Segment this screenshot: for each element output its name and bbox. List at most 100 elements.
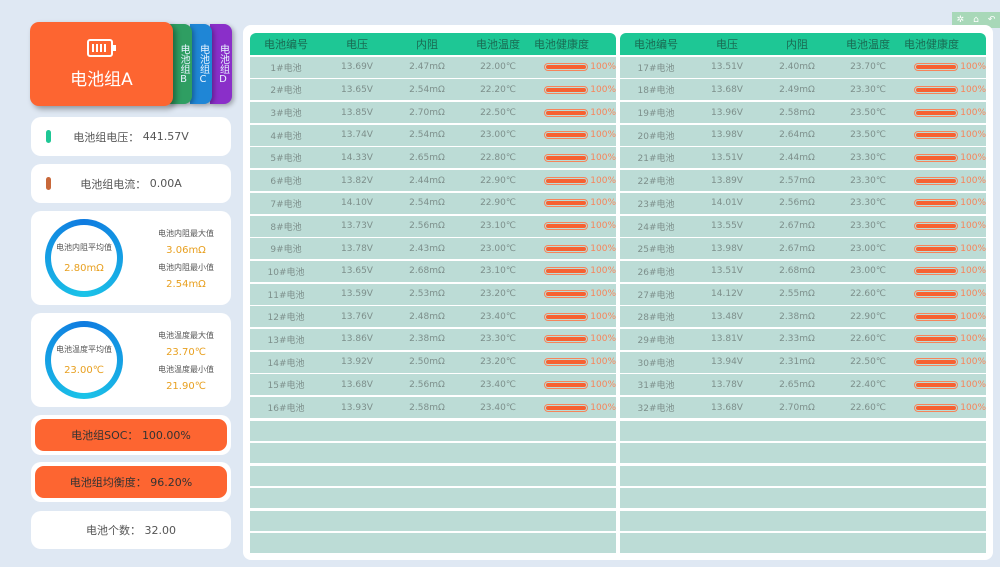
- table-row[interactable]: 5#电池 14.33V 2.65mΩ 22.80℃ 100%: [250, 147, 616, 169]
- table-cell: 14.33V: [341, 152, 373, 163]
- health-percent: 100%: [960, 62, 986, 73]
- table-row[interactable]: 25#电池 13.98V 2.67mΩ 23.00℃ 100%: [620, 238, 986, 260]
- table-cell: 20#电池: [637, 131, 675, 142]
- health-cell: 100%: [904, 266, 986, 276]
- table-row[interactable]: 12#电池 13.76V 2.48mΩ 23.40℃ 100%: [250, 306, 616, 328]
- table-row[interactable]: 6#电池 13.82V 2.44mΩ 22.90℃ 100%: [250, 170, 616, 192]
- back-icon[interactable]: ↶: [987, 15, 996, 25]
- health-bar-fill: [546, 382, 587, 387]
- table-cell: 13.76V: [341, 311, 373, 322]
- table-row[interactable]: 19#电池 13.96V 2.58mΩ 23.50℃ 100%: [620, 102, 986, 124]
- battery-group-tabs: 电池组D 电池组C 电池组B 电池组A: [30, 22, 235, 107]
- health-percent: 100%: [960, 84, 986, 95]
- table-row[interactable]: 8#电池 13.73V 2.56mΩ 23.10℃ 100%: [250, 215, 616, 237]
- empty-row: [250, 420, 616, 441]
- table-row[interactable]: 28#电池 13.48V 2.38mΩ 22.90℃ 100%: [620, 306, 986, 328]
- health-bar: [544, 63, 589, 72]
- health-cell: 100%: [534, 130, 616, 140]
- health-bar-fill: [546, 178, 587, 183]
- table-cell: 23.50℃: [850, 130, 886, 141]
- table-cell: 2.64mΩ: [779, 130, 815, 141]
- table-row[interactable]: 9#电池 13.78V 2.43mΩ 23.00℃ 100%: [250, 238, 616, 260]
- table-row[interactable]: 2#电池 13.65V 2.54mΩ 22.20℃ 100%: [250, 79, 616, 101]
- health-bar: [914, 380, 959, 389]
- soc-value: 100.00%: [141, 428, 191, 442]
- resistance-avg-ring: 电池内阻平均值 2.80mΩ: [45, 219, 123, 297]
- table-row[interactable]: 22#电池 13.89V 2.57mΩ 23.30℃ 100%: [620, 170, 986, 192]
- table-cell: 2.38mΩ: [409, 334, 445, 345]
- table-cell: 16#电池: [267, 404, 305, 414]
- table-row[interactable]: 23#电池 14.01V 2.56mΩ 23.30℃ 100%: [620, 192, 986, 214]
- table-row[interactable]: 11#电池 13.59V 2.53mΩ 23.20℃ 100%: [250, 283, 616, 305]
- table-cell: 13.65V: [341, 84, 373, 95]
- home-icon[interactable]: ⌂: [973, 15, 979, 25]
- health-bar-fill: [546, 246, 587, 251]
- table-row[interactable]: 21#电池 13.51V 2.44mΩ 23.30℃ 100%: [620, 147, 986, 169]
- health-bar: [914, 312, 959, 321]
- table-row[interactable]: 24#电池 13.55V 2.67mΩ 23.30℃ 100%: [620, 215, 986, 237]
- table-row[interactable]: 14#电池 13.92V 2.50mΩ 23.20℃ 100%: [250, 351, 616, 373]
- table-cell: 13.51V: [711, 152, 743, 163]
- health-cell: 100%: [904, 403, 986, 413]
- count-value: 32.00: [144, 523, 177, 537]
- table-row[interactable]: 15#电池 13.68V 2.56mΩ 23.40℃ 100%: [250, 374, 616, 396]
- table-row[interactable]: 26#电池 13.51V 2.68mΩ 23.00℃ 100%: [620, 260, 986, 282]
- health-cell: 100%: [534, 108, 616, 118]
- table-row[interactable]: 13#电池 13.86V 2.38mΩ 23.30℃ 100%: [250, 328, 616, 350]
- health-bar: [914, 199, 959, 208]
- table-row[interactable]: 1#电池 13.69V 2.47mΩ 22.00℃ 100%: [250, 56, 616, 78]
- health-cell: 100%: [904, 357, 986, 367]
- health-bar-fill: [916, 269, 957, 274]
- table-cell: 23.20℃: [480, 289, 516, 300]
- table-cell: 13.81V: [711, 334, 743, 345]
- health-percent: 100%: [590, 402, 616, 413]
- table-row[interactable]: 10#电池 13.65V 2.68mΩ 23.10℃ 100%: [250, 260, 616, 282]
- health-cell: 100%: [904, 380, 986, 390]
- health-cell: 100%: [904, 130, 986, 140]
- tab-group-a-label: 电池组A: [70, 69, 133, 90]
- table-row[interactable]: 29#电池 13.81V 2.33mΩ 22.60℃ 100%: [620, 328, 986, 350]
- table-cell: 2.70mΩ: [409, 107, 445, 118]
- tab-group-a[interactable]: 电池组A: [30, 22, 173, 106]
- table-cell: 2.38mΩ: [779, 311, 815, 322]
- health-percent: 100%: [590, 198, 616, 209]
- table-row[interactable]: 17#电池 13.51V 2.40mΩ 23.70℃ 100%: [620, 56, 986, 78]
- table-row[interactable]: 27#电池 14.12V 2.55mΩ 22.60℃ 100%: [620, 283, 986, 305]
- health-percent: 100%: [590, 379, 616, 390]
- table-cell: 25#电池: [637, 245, 675, 256]
- table-row[interactable]: 16#电池 13.93V 2.58mΩ 23.40℃ 100%: [250, 397, 616, 418]
- table-cell: 22.40℃: [850, 379, 886, 390]
- health-percent: 100%: [960, 289, 986, 300]
- table-cell: 2.65mΩ: [779, 379, 815, 390]
- table-row[interactable]: 20#电池 13.98V 2.64mΩ 23.50℃ 100%: [620, 124, 986, 146]
- table-cell: 2.44mΩ: [779, 152, 815, 163]
- battery-table-right: 电池编号 电压 内阻 电池温度 电池健康度 17#电池 13.51V 2.40mΩ 23.70℃…: [620, 33, 986, 553]
- table-cell: 13#电池: [267, 335, 305, 346]
- table-cell: 14.10V: [341, 198, 373, 209]
- health-bar: [914, 267, 959, 276]
- health-bar-fill: [546, 65, 587, 70]
- table-cell: 22.80℃: [480, 152, 516, 163]
- temperature-card: 电池温度平均值 23.00℃ 电池温度最大值 23.70℃ 电池温度最小值 21.90…: [31, 313, 231, 407]
- table-row[interactable]: 3#电池 13.85V 2.70mΩ 22.50℃ 100%: [250, 102, 616, 124]
- tab-group-d[interactable]: 电池组D: [210, 24, 232, 104]
- health-bar: [914, 63, 959, 72]
- tab-group-c[interactable]: 电池组C: [190, 24, 212, 104]
- table-cell: 23#电池: [637, 199, 675, 210]
- table-cell: 13.65V: [341, 266, 373, 277]
- table-row[interactable]: 30#电池 13.94V 2.31mΩ 22.50℃ 100%: [620, 351, 986, 373]
- table-cell: 2.70mΩ: [779, 402, 815, 413]
- table-row[interactable]: 7#电池 14.10V 2.54mΩ 22.90℃ 100%: [250, 192, 616, 214]
- table-row[interactable]: 18#电池 13.68V 2.49mΩ 23.30℃ 100%: [620, 79, 986, 101]
- health-percent: 100%: [590, 357, 616, 368]
- health-bar: [544, 312, 589, 321]
- table-cell: 23.00℃: [850, 243, 886, 254]
- table-cell: 13.92V: [341, 357, 373, 368]
- health-bar-fill: [546, 133, 587, 138]
- settings-icon[interactable]: ✲: [956, 15, 965, 25]
- table-row[interactable]: 32#电池 13.68V 2.70mΩ 22.60℃ 100%: [620, 397, 986, 418]
- table-cell: 1#电池: [270, 63, 302, 74]
- health-cell: 100%: [534, 289, 616, 299]
- table-row[interactable]: 4#电池 13.74V 2.54mΩ 23.00℃ 100%: [250, 124, 616, 146]
- table-row[interactable]: 31#电池 13.78V 2.65mΩ 22.40℃ 100%: [620, 374, 986, 396]
